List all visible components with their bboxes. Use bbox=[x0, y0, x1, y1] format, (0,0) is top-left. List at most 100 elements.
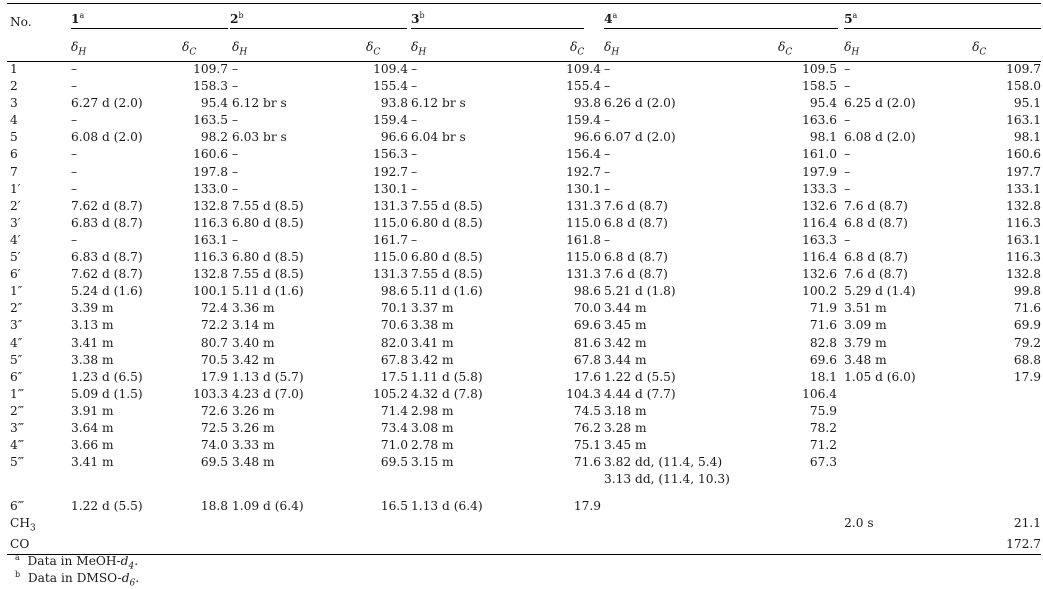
carbon-shift-cell: 163.3 bbox=[802, 232, 838, 247]
proton-shift-cell: 3.44 m bbox=[604, 352, 647, 367]
row-label: 4 bbox=[10, 113, 18, 128]
table-row: CO 172.7 bbox=[7, 537, 1042, 555]
compound-2-label: 2 bbox=[230, 12, 239, 26]
proton-shift-cell: 7.6 d (8.7) bbox=[844, 198, 908, 213]
proton-shift-cell: 5.11 d (1.6) bbox=[411, 284, 483, 299]
proton-shift-cell: – bbox=[232, 164, 239, 179]
row-label: 2′ bbox=[10, 198, 21, 213]
proton-shift-cell: 1.22 d (5.5) bbox=[71, 499, 143, 514]
proton-shift-cell bbox=[844, 455, 952, 472]
proton-shift-cell: 6.25 d (2.0) bbox=[844, 96, 916, 111]
carbon-shift-cell: 106.4 bbox=[802, 386, 838, 401]
proton-shift-cell: 1.13 d (5.7) bbox=[232, 369, 304, 384]
footnote-b-mark: b bbox=[15, 570, 21, 579]
table-row: 6‴ 1.22 d (5.5) 18.8 1.09 d (6.4) 16.5 1.13 d… bbox=[7, 499, 1041, 516]
proton-shift-cell: 3.44 m bbox=[604, 301, 647, 316]
proton-shift-cell: 3.14 m bbox=[232, 318, 275, 333]
proton-shift-cell bbox=[411, 516, 522, 536]
compound-2-sup: b bbox=[238, 10, 244, 20]
carbon-shift-cell: 163.1 bbox=[193, 232, 229, 247]
table-row: 3″ 3.13 m 72.2 3.14 m 70.6 3.38 m 69.6 3.45 m 71… bbox=[7, 318, 1041, 335]
carbon-shift-cell: 132.8 bbox=[193, 198, 229, 213]
proton-shift-cell: 3.39 m bbox=[71, 301, 114, 316]
carbon-shift-cell: 158.3 bbox=[193, 79, 229, 94]
carbon-shift-cell: 158.5 bbox=[802, 79, 838, 94]
carbon-shift-cell: 71.2 bbox=[809, 438, 838, 453]
compound-1-sup: a bbox=[79, 10, 85, 20]
proton-shift-cell: 1.05 d (6.0) bbox=[844, 369, 916, 384]
delta-h-header: δH bbox=[411, 39, 427, 57]
carbon-shift-cell: 115.0 bbox=[373, 250, 409, 265]
proton-shift-cell bbox=[411, 537, 522, 555]
carbon-shift-cell: 82.8 bbox=[809, 335, 838, 350]
carbon-shift-cell: 197.7 bbox=[1006, 164, 1042, 179]
proton-shift-cell: – bbox=[604, 147, 611, 162]
carbon-shift-cell: 132.8 bbox=[1006, 198, 1042, 213]
carbon-shift-cell: 72.4 bbox=[200, 301, 229, 316]
proton-shift-cell: 3.42 m bbox=[232, 352, 275, 367]
proton-shift-cell: 3.42 m bbox=[411, 352, 454, 367]
table-row: 4–163.5–159.4–159.4–163.6–163.1 bbox=[7, 113, 1041, 130]
carbon-shift-cell: 98.6 bbox=[380, 284, 409, 299]
delta-h-header: δH bbox=[844, 39, 860, 57]
proton-shift-cell: 3.66 m bbox=[71, 438, 114, 453]
carbon-shift-cell: 17.9 bbox=[200, 369, 229, 384]
proton-shift-cell bbox=[604, 537, 774, 555]
carbon-shift-cell: 78.2 bbox=[809, 420, 838, 435]
row-label: 1′ bbox=[10, 181, 21, 196]
carbon-shift-cell: 163.1 bbox=[1006, 113, 1042, 128]
spacer-cell bbox=[7, 489, 1041, 499]
delta-c-header: δC bbox=[182, 39, 197, 57]
proton-shift-cell bbox=[232, 516, 344, 536]
compound-3-sup: b bbox=[419, 10, 425, 20]
carbon-shift-cell: 103.3 bbox=[193, 386, 229, 401]
row-spacer bbox=[7, 489, 1041, 499]
empty-cell bbox=[522, 472, 604, 489]
carbon-shift-cell: 93.8 bbox=[380, 96, 409, 111]
carbon-shift-cell: 70.5 bbox=[200, 352, 229, 367]
proton-shift-cell: 6.12 br s bbox=[232, 96, 287, 111]
row-label: 4′ bbox=[10, 232, 21, 247]
proton-shift-cell: – bbox=[71, 232, 78, 247]
carbon-shift-cell: 109.4 bbox=[566, 62, 602, 76]
proton-shift-cell: 3.37 m bbox=[411, 301, 454, 316]
carbon-shift-cell: 98.6 bbox=[573, 284, 602, 299]
carbon-shift-cell bbox=[952, 404, 1041, 421]
proton-shift-cell: 3.64 m bbox=[71, 420, 114, 435]
carbon-shift-cell: 73.4 bbox=[380, 420, 409, 435]
proton-shift-cell: 6.12 br s bbox=[411, 96, 466, 111]
row-label: 3‴ bbox=[10, 420, 25, 435]
proton-shift-cell: – bbox=[232, 113, 239, 128]
carbon-shift-cell: 131.3 bbox=[373, 267, 409, 282]
proton-shift-cell: – bbox=[232, 79, 239, 94]
carbon-shift-cell: 161.0 bbox=[802, 147, 838, 162]
compound-1-label: 1 bbox=[71, 12, 80, 26]
proton-shift-cell: – bbox=[71, 164, 78, 179]
carbon-shift-cell: 81.6 bbox=[573, 335, 602, 350]
proton-shift-cell: 3.91 m bbox=[71, 403, 114, 418]
proton-shift-cell: – bbox=[232, 62, 239, 76]
carbon-shift-cell: 71.4 bbox=[380, 403, 409, 418]
carbon-shift-cell: 116.3 bbox=[193, 250, 229, 265]
proton-shift-cell: 3.09 m bbox=[844, 318, 887, 333]
carbon-shift-cell: 71.0 bbox=[380, 438, 409, 453]
proton-shift-cell: 3.15 m bbox=[411, 455, 454, 470]
compound-5-label: 5 bbox=[844, 12, 853, 26]
carbon-shift-cell: 95.4 bbox=[809, 96, 838, 111]
proton-shift-cell: 1.22 d (5.5) bbox=[604, 369, 676, 384]
proton-shift-cell: 6.08 d (2.0) bbox=[844, 130, 916, 145]
row-label: 3′ bbox=[10, 215, 21, 230]
proton-shift-cell: – bbox=[604, 181, 611, 196]
proton-shift-cell: 3.13 m bbox=[71, 318, 114, 333]
table-row-continuation: 3.13 dd, (11.4, 10.3) bbox=[7, 472, 1041, 489]
proton-shift-cell: 6.27 d (2.0) bbox=[71, 96, 143, 111]
carbon-shift-cell: 98.2 bbox=[200, 130, 229, 145]
proton-shift-cell: 3.28 m bbox=[604, 420, 647, 435]
proton-shift-cell: – bbox=[71, 181, 78, 196]
carbon-shift-cell bbox=[952, 438, 1041, 455]
footnote-a-mark: a bbox=[15, 553, 20, 562]
table-row: 1‴ 5.09 d (1.5) 103.3 4.23 d (7.0) 105.2 4.32… bbox=[7, 387, 1041, 404]
proton-shift-cell bbox=[604, 516, 774, 536]
carbon-shift-cell: 156.3 bbox=[373, 147, 409, 162]
table-row: 5′ 6.83 d (8.7) 116.3 6.80 d (8.5) 115.0 6.80… bbox=[7, 250, 1041, 267]
